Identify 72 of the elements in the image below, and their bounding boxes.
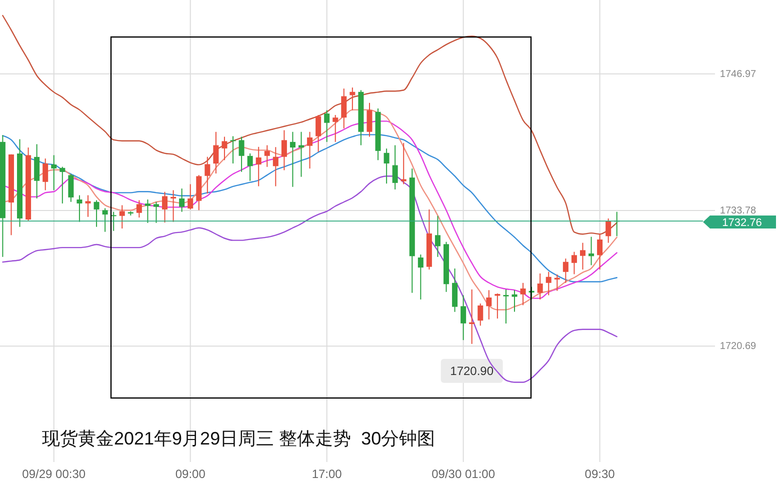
line-series <box>2 14 618 235</box>
candlestick <box>307 131 313 170</box>
candlestick <box>384 148 390 184</box>
candlestick <box>332 114 338 142</box>
candlestick <box>588 236 594 266</box>
candlestick <box>400 142 406 185</box>
candlestick <box>562 258 568 284</box>
candlestick <box>606 218 612 244</box>
y-tick-label: 1733.78 <box>720 205 757 216</box>
candlestick <box>51 154 57 191</box>
candlestick <box>94 200 100 228</box>
x-tick-label: 09/29 00:30 <box>22 467 86 482</box>
candlestick <box>170 190 176 222</box>
candlestick <box>281 130 287 171</box>
candlestick <box>554 274 560 292</box>
candlestick <box>434 215 440 258</box>
candlestick <box>60 166 66 204</box>
candlestick <box>452 268 458 312</box>
candlestick <box>341 88 347 129</box>
x-tick-label: 17:00 <box>312 467 342 482</box>
candlestick <box>580 242 586 270</box>
x-tick-label: 09:30 <box>584 467 616 482</box>
candlestick <box>350 87 356 111</box>
x-tick-label: 09/30 01:00 <box>432 467 496 482</box>
candlestick <box>460 294 466 341</box>
candlestick <box>247 152 253 182</box>
candlestick <box>366 102 372 138</box>
candlestick <box>418 254 424 300</box>
candlestick <box>213 131 219 174</box>
candlestick <box>537 272 543 300</box>
candlestick <box>272 146 278 187</box>
candlestick <box>571 251 577 275</box>
candlestick <box>222 136 228 161</box>
candlestick <box>486 290 492 320</box>
candlestick <box>290 131 296 188</box>
line-series <box>2 134 618 282</box>
candlestick <box>153 201 159 224</box>
candlestick <box>392 144 398 190</box>
ref-line-label: 1732.76 <box>722 216 762 229</box>
candlestick <box>238 136 244 172</box>
candlestick <box>520 282 526 306</box>
candlestick <box>144 199 150 224</box>
candlestick <box>162 191 168 224</box>
candlestick <box>546 271 552 296</box>
candlestick <box>102 208 108 232</box>
y-tick-label: 1746.97 <box>720 68 757 80</box>
candlestick <box>469 288 475 344</box>
text: 现货黄金2021年9月29日周三 整体走势 30分钟图 <box>42 428 436 448</box>
candlestick <box>204 156 210 194</box>
candlestick <box>68 174 74 202</box>
candlestick <box>188 184 194 210</box>
candlestick <box>42 158 48 191</box>
candlestick <box>298 131 304 178</box>
candlestick <box>478 303 484 326</box>
candlestick <box>264 144 270 168</box>
candlestick <box>136 200 142 218</box>
candlestick <box>256 146 262 187</box>
candlestick <box>34 144 40 199</box>
candlestick <box>230 136 236 164</box>
candlestick <box>316 114 322 152</box>
candlestick <box>503 288 509 324</box>
candlestick <box>324 110 330 142</box>
candlestick <box>512 290 518 312</box>
candlestick <box>110 211 116 232</box>
candlestick <box>76 194 82 222</box>
annotation: 1720.90 <box>450 364 494 378</box>
candlestick <box>597 232 603 270</box>
candlestick <box>119 204 125 230</box>
candlestick <box>85 194 91 218</box>
candlestick <box>179 188 185 212</box>
y-tick-label: 1720.69 <box>720 341 757 352</box>
x-tick-label: 09:00 <box>175 467 206 482</box>
